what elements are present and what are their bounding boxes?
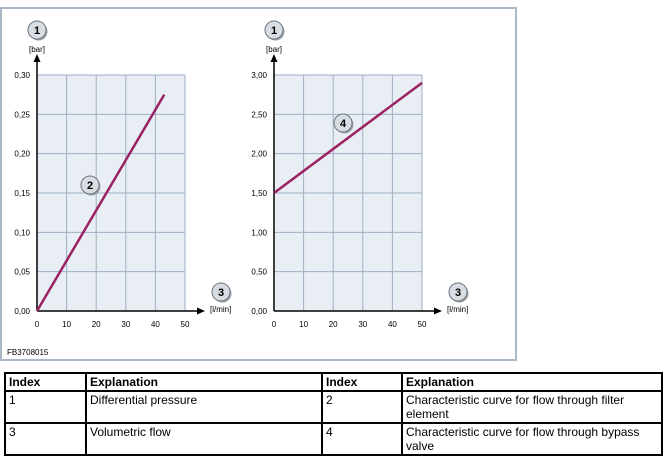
chart-differential-pressure: 0 10 20 30 40 50 0,00 0,05 0,10 0,15 0,20 0,25 0,30 1… (14, 20, 232, 329)
y-axis-arrow (270, 54, 278, 62)
table-header: Explanation (401, 372, 663, 392)
x-tick-label: 0 (35, 320, 40, 329)
table-cell: 3 (4, 422, 87, 456)
table-cell: Characteristic curve for flow through fi… (401, 390, 663, 424)
x-tick-label: 20 (329, 320, 338, 329)
y-tick-label: 0,05 (14, 268, 30, 277)
x-axis-arrow (197, 307, 205, 315)
callout-y-axis-label: 1 (271, 25, 277, 37)
table-cell: Differential pressure (85, 390, 323, 424)
table-row: 3 Volumetric flow 4 Characteristic curve… (4, 422, 663, 456)
x-tick-label: 10 (299, 320, 308, 329)
series-line (273, 81, 423, 195)
callout-x-axis-label: 3 (218, 287, 224, 299)
table-cell: 4 (321, 422, 403, 456)
x-tick-label: 30 (358, 320, 367, 329)
x-unit-label: [l/min] (210, 305, 231, 314)
figure-code: FB3708015 (7, 348, 49, 357)
x-unit-label: [l/min] (447, 305, 468, 314)
y-tick-label: 0,15 (14, 189, 30, 198)
callout-x-axis (211, 282, 231, 302)
x-tick-label: 10 (62, 320, 71, 329)
index-table: Index Explanation Index Explanation 1 Di… (4, 372, 663, 456)
table-header: Index (4, 372, 87, 392)
callout-series (333, 113, 353, 133)
callout-series (80, 175, 100, 195)
callout-y-axis-label: 1 (34, 25, 40, 37)
x-tick-label: 30 (121, 320, 130, 329)
y-tick-label: 3,00 (251, 71, 267, 80)
x-axis-arrow (434, 307, 442, 315)
table-header-row: Index Explanation Index Explanation (4, 372, 663, 392)
table-cell: Volumetric flow (85, 422, 323, 456)
x-tick-label: 50 (181, 320, 190, 329)
y-tick-label: 1,50 (251, 189, 267, 198)
table-header: Explanation (85, 372, 323, 392)
figure: FB3708015 0 10 20 30 40 500,000,050,100,150,2… (0, 7, 517, 361)
x-tick-label: 50 (418, 320, 427, 329)
y-tick-label: 0,25 (14, 110, 30, 119)
x-tick-label: 40 (151, 320, 160, 329)
y-unit-label: [bar] (29, 45, 45, 54)
callout-x-axis (448, 282, 468, 302)
chart-bypass-valve: 0 10 20 30 40 50 0,00 0,50 1,00 1,50 2,00 2,50 3,00 1… (251, 20, 469, 329)
series-line (35, 94, 166, 312)
callout-y-axis (27, 20, 47, 40)
y-tick-label: 0,20 (14, 150, 30, 159)
y-tick-label: 0,00 (14, 307, 30, 316)
x-tick-label: 0 (272, 320, 277, 329)
x-tick-label: 40 (388, 320, 397, 329)
y-unit-label: [bar] (266, 45, 282, 54)
callout-series-label: 4 (340, 118, 347, 130)
y-tick-label: 0,10 (14, 228, 30, 237)
callout-y-axis (264, 20, 284, 40)
y-tick-label: 2,00 (251, 150, 267, 159)
x-tick-label: 20 (92, 320, 101, 329)
table-cell: Characteristic curve for flow through by… (401, 422, 663, 456)
y-tick-label: 1,00 (251, 228, 267, 237)
callout-series-label: 2 (87, 180, 93, 192)
table-cell: 2 (321, 390, 403, 424)
table-cell: 1 (4, 390, 87, 424)
y-tick-label: 0,30 (14, 71, 30, 80)
y-tick-label: 2,50 (251, 110, 267, 119)
y-axis-arrow (33, 54, 41, 62)
table-header: Index (321, 372, 403, 392)
y-tick-label: 0,50 (251, 268, 267, 277)
table-row: 1 Differential pressure 2 Characteristic… (4, 390, 663, 424)
callout-x-axis-label: 3 (455, 287, 461, 299)
y-tick-label: 0,00 (251, 307, 267, 316)
